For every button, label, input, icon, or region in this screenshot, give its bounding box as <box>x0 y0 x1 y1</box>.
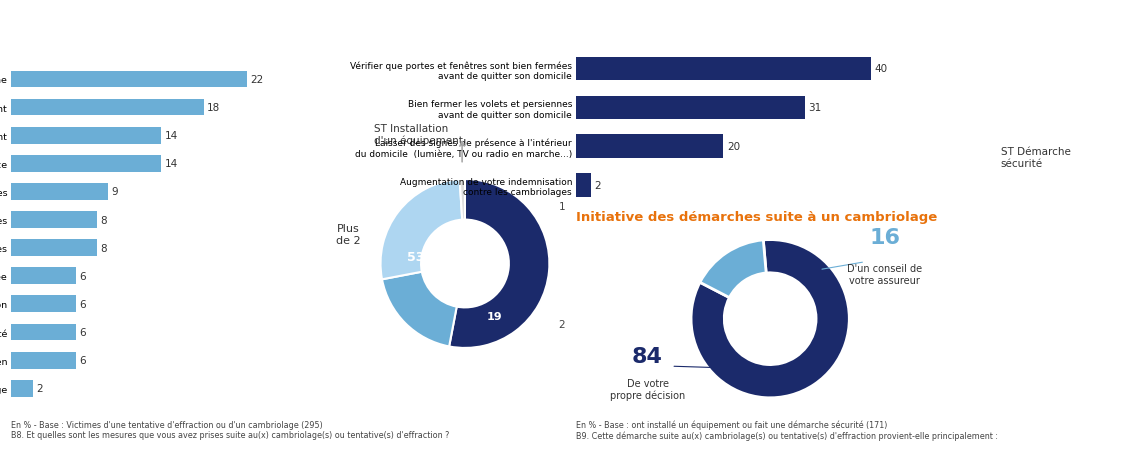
Wedge shape <box>381 180 462 280</box>
Text: 40: 40 <box>874 64 888 74</box>
Bar <box>11 100 204 116</box>
Text: 84: 84 <box>632 347 663 366</box>
Text: 57%: 57% <box>1029 116 1068 134</box>
Text: 6: 6 <box>79 327 86 337</box>
Text: ST Installation
d'un équipement: ST Installation d'un équipement <box>374 124 463 146</box>
Text: 14: 14 <box>164 131 178 141</box>
Wedge shape <box>699 241 766 298</box>
Bar <box>11 324 75 341</box>
Text: 2: 2 <box>594 181 601 190</box>
Wedge shape <box>691 240 849 398</box>
Text: 56%: 56% <box>403 91 450 111</box>
Wedge shape <box>382 272 456 347</box>
Text: 6: 6 <box>79 299 86 309</box>
Text: En % - Base : Victimes d'une tentative d'effraction ou d'un cambriolage (295)
B8: En % - Base : Victimes d'une tentative d… <box>11 420 450 439</box>
Text: 2: 2 <box>37 383 42 393</box>
Text: 20: 20 <box>727 142 741 152</box>
Text: 14: 14 <box>164 159 178 169</box>
Text: 2: 2 <box>559 319 566 330</box>
Text: En % - Base : ont installé un équipement ou fait une démarche sécurité (171)
B9.: En % - Base : ont installé un équipement… <box>576 420 998 441</box>
Text: 1: 1 <box>559 202 566 212</box>
Text: De votre
propre décision: De votre propre décision <box>610 378 685 400</box>
Text: 27: 27 <box>517 235 532 245</box>
Bar <box>11 184 107 201</box>
Bar <box>11 156 161 173</box>
Text: 8: 8 <box>100 243 107 253</box>
Text: 6: 6 <box>79 355 86 365</box>
Text: 22: 22 <box>250 75 264 85</box>
Bar <box>11 380 33 397</box>
Bar <box>576 57 871 81</box>
Bar <box>576 96 804 120</box>
Bar <box>576 174 591 197</box>
Bar <box>11 296 75 313</box>
Text: 9: 9 <box>111 187 118 197</box>
Text: Habitudes prises suite au cambriolage: Habitudes prises suite au cambriolage <box>583 16 972 34</box>
Wedge shape <box>460 179 466 220</box>
Text: Installations suite au cambriolage: Installations suite au cambriolage <box>11 16 355 34</box>
Bar <box>11 352 75 369</box>
Text: ST Démarche
sécurité: ST Démarche sécurité <box>1001 147 1070 168</box>
Text: Plus
de 2: Plus de 2 <box>337 224 361 245</box>
Text: 16: 16 <box>869 228 900 248</box>
Bar <box>11 268 75 285</box>
Text: 31: 31 <box>808 103 822 113</box>
Bar <box>11 240 97 257</box>
Text: 18: 18 <box>208 103 220 113</box>
Bar <box>576 135 723 158</box>
Bar <box>11 71 246 88</box>
Text: 6: 6 <box>79 271 86 281</box>
Wedge shape <box>450 179 549 348</box>
Text: 19: 19 <box>487 311 502 321</box>
Text: 53: 53 <box>407 251 424 263</box>
Text: 8: 8 <box>100 215 107 225</box>
Bar <box>11 212 97 229</box>
Text: D'un conseil de
votre assureur: D'un conseil de votre assureur <box>848 264 922 285</box>
Bar <box>11 128 161 144</box>
Text: Initiative des démarches suite à un cambriolage: Initiative des démarches suite à un camb… <box>576 210 938 224</box>
